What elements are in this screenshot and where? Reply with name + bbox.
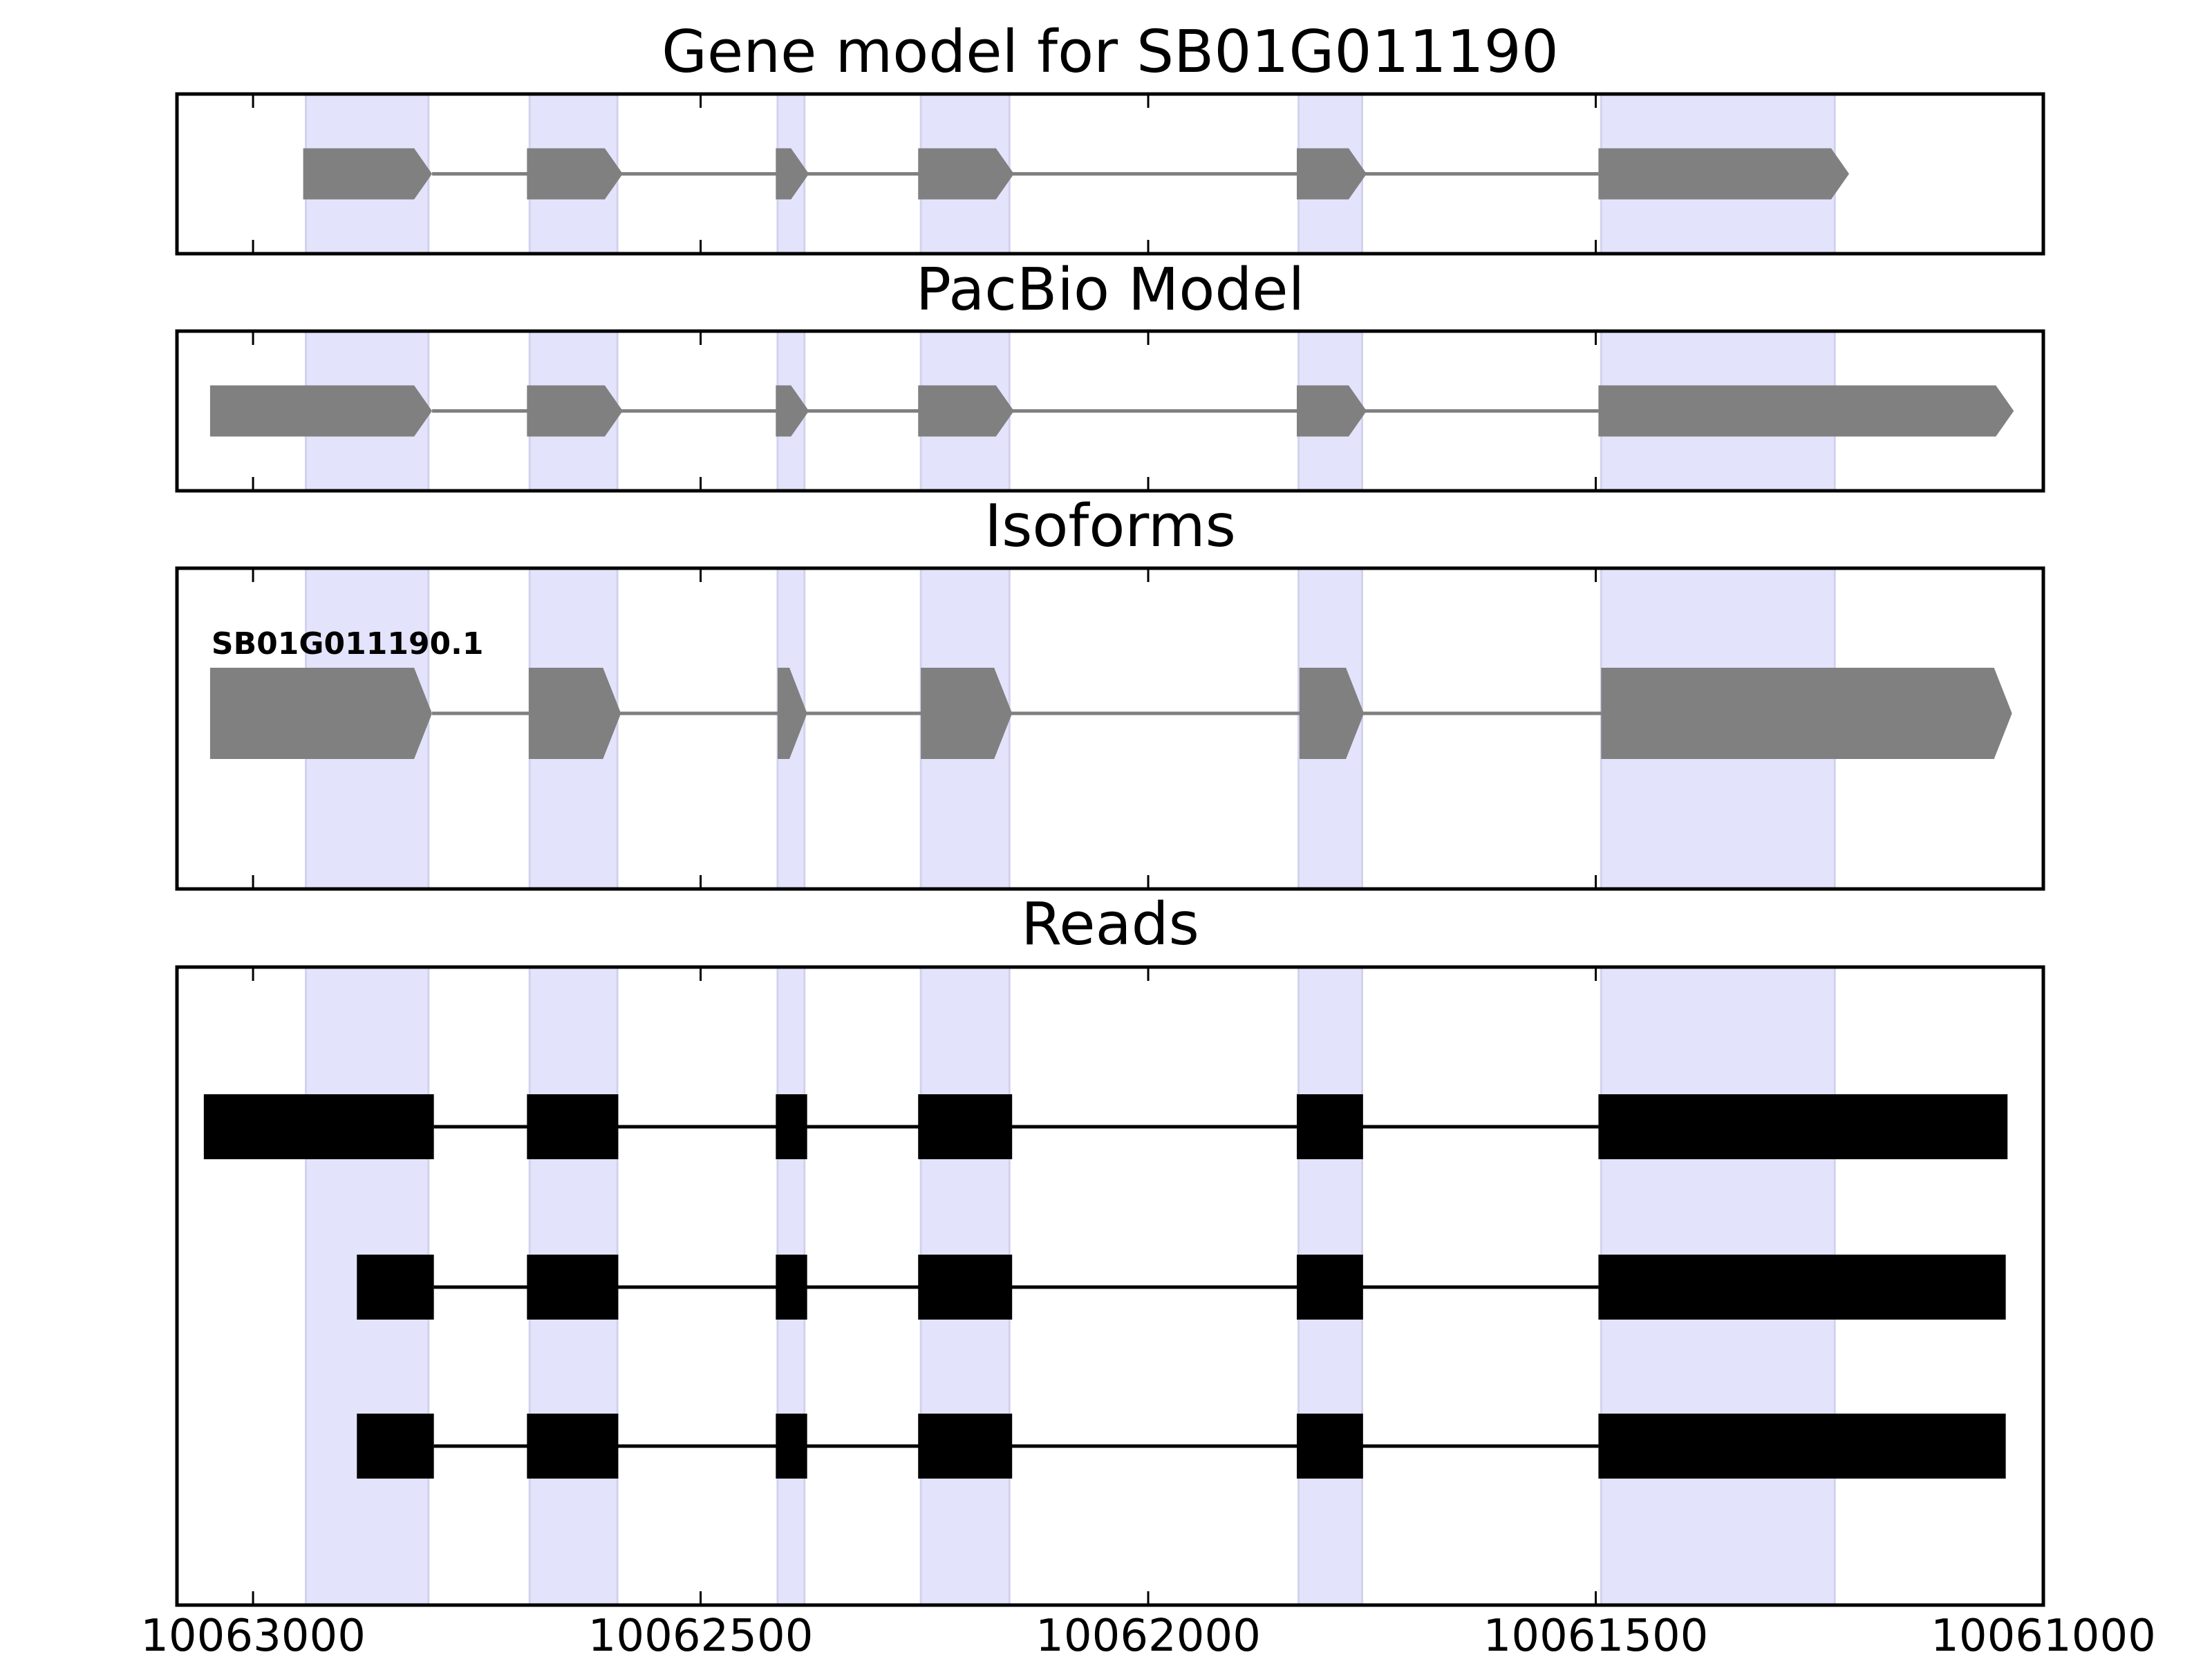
panel-title: Isoforms bbox=[984, 492, 1236, 561]
panel-frame bbox=[175, 92, 2045, 256]
exon-arrow bbox=[209, 668, 433, 759]
exon-arrow bbox=[1598, 148, 1849, 200]
exon-arrow bbox=[1299, 668, 1365, 759]
exon-arrow bbox=[527, 148, 623, 200]
panel-model-1: Gene model for SB01G011190 bbox=[175, 18, 2045, 256]
panel-frame bbox=[175, 566, 2045, 891]
panel-frame bbox=[175, 965, 2045, 1607]
exon-arrow bbox=[528, 668, 621, 759]
read-exon bbox=[1598, 1414, 2006, 1479]
panel-title: PacBio Model bbox=[916, 256, 1304, 324]
x-tick-label: 10062000 bbox=[1035, 1611, 1261, 1659]
exon-arrow bbox=[918, 148, 1014, 200]
panel-title: Reads bbox=[1021, 890, 1199, 959]
read-exon bbox=[357, 1255, 434, 1320]
read-exon bbox=[918, 1255, 1013, 1320]
exon-arrow bbox=[777, 668, 807, 759]
read-exon bbox=[776, 1255, 807, 1320]
read-exon bbox=[527, 1414, 619, 1479]
panel-model-2: PacBio Model bbox=[175, 256, 2045, 493]
exon-arrow bbox=[1297, 148, 1367, 200]
panel-title: Gene model for SB01G011190 bbox=[662, 18, 1559, 86]
exon-arrow bbox=[209, 385, 433, 437]
read-exon bbox=[357, 1414, 434, 1479]
x-tick-label: 10061500 bbox=[1483, 1611, 1709, 1659]
x-tick-label: 10063000 bbox=[140, 1611, 366, 1659]
read-exon bbox=[527, 1094, 619, 1159]
panel-frame bbox=[175, 329, 2045, 493]
exon-arrow bbox=[921, 668, 1013, 759]
x-tick-label: 10061000 bbox=[1931, 1611, 2156, 1659]
exon-arrow bbox=[1297, 385, 1367, 437]
read-exon bbox=[1598, 1255, 2006, 1320]
exon-arrow bbox=[918, 385, 1014, 437]
read-exon bbox=[203, 1094, 434, 1159]
exon-arrow bbox=[776, 148, 809, 200]
exon-arrow bbox=[303, 148, 433, 200]
read-exon bbox=[776, 1414, 807, 1479]
read-exon bbox=[918, 1414, 1013, 1479]
exon-arrow bbox=[1601, 668, 2012, 759]
read-exon bbox=[776, 1094, 807, 1159]
exon-arrow bbox=[776, 385, 809, 437]
isoform-label: SB01G011190.1 bbox=[212, 626, 484, 662]
read-exon bbox=[527, 1255, 619, 1320]
read-exon bbox=[918, 1094, 1013, 1159]
x-tick-label: 10062500 bbox=[588, 1611, 814, 1659]
panel-model-3: Isoforms SB01G011190.1 bbox=[175, 492, 2045, 891]
exon-arrow bbox=[1598, 385, 2014, 437]
read-exon bbox=[1297, 1094, 1363, 1159]
exon-arrow bbox=[527, 385, 623, 437]
read-exon bbox=[1598, 1094, 2008, 1159]
read-exon bbox=[1297, 1414, 1363, 1479]
read-exon bbox=[1297, 1255, 1363, 1320]
panel-reads-4: Reads bbox=[175, 890, 2045, 1607]
